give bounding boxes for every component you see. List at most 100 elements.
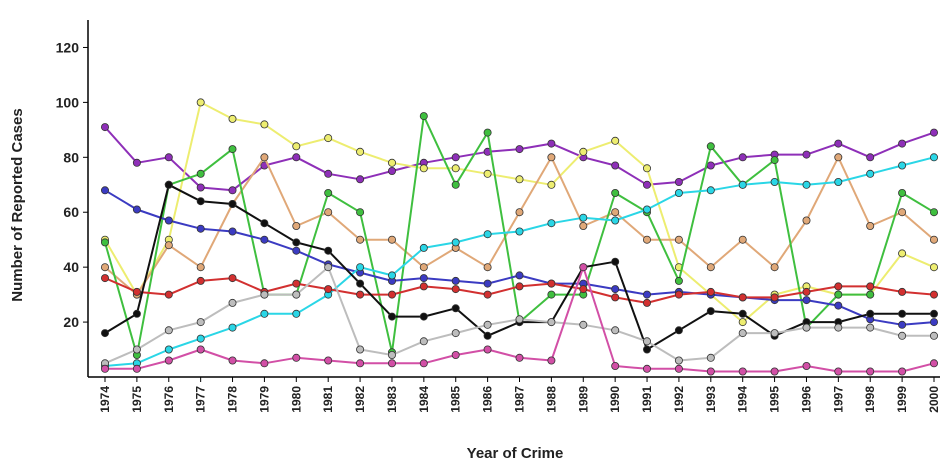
x-tick-label: 1977 xyxy=(194,386,208,413)
series-3 xyxy=(101,153,939,299)
data-point xyxy=(164,180,173,189)
data-point xyxy=(164,345,173,354)
data-point xyxy=(674,356,683,365)
data-point xyxy=(419,359,428,368)
data-point xyxy=(451,285,460,294)
data-point xyxy=(802,323,811,332)
data-point xyxy=(770,177,779,186)
data-point xyxy=(515,175,524,184)
data-point xyxy=(196,98,205,107)
data-point xyxy=(579,221,588,230)
data-point xyxy=(387,271,396,280)
data-point xyxy=(643,235,652,244)
data-point xyxy=(802,296,811,305)
data-point xyxy=(834,153,843,162)
data-point xyxy=(834,323,843,332)
data-point xyxy=(866,367,875,376)
data-point xyxy=(483,320,492,329)
series-7 xyxy=(101,274,939,307)
data-point xyxy=(419,243,428,252)
data-point xyxy=(930,263,939,272)
data-point xyxy=(643,205,652,214)
data-point xyxy=(228,356,237,365)
x-tick-label: 1992 xyxy=(672,386,686,413)
data-point xyxy=(866,169,875,178)
x-axis-label: Year of Crime xyxy=(467,445,564,462)
x-tick-label: 1982 xyxy=(353,386,367,413)
data-point xyxy=(387,312,396,321)
data-point xyxy=(802,216,811,225)
data-point xyxy=(324,356,333,365)
x-tick-label: 1991 xyxy=(640,386,654,413)
data-point xyxy=(132,345,141,354)
data-point xyxy=(515,353,524,362)
y-tick-label: 100 xyxy=(56,94,80,110)
data-point xyxy=(738,329,747,338)
data-point xyxy=(419,274,428,283)
data-point xyxy=(866,221,875,230)
data-point xyxy=(547,219,556,228)
data-point xyxy=(866,290,875,299)
x-tick-label: 1976 xyxy=(162,386,176,413)
series-10 xyxy=(101,263,939,376)
data-point xyxy=(292,153,301,162)
x-tick-label: 1999 xyxy=(895,386,909,413)
data-point xyxy=(164,241,173,250)
x-tick-label: 1997 xyxy=(831,386,845,413)
data-point xyxy=(196,169,205,178)
data-point xyxy=(611,361,620,370)
data-point xyxy=(196,197,205,206)
data-point xyxy=(101,263,110,272)
x-tick-label: 1995 xyxy=(768,386,782,413)
data-point xyxy=(292,309,301,318)
data-point xyxy=(611,161,620,170)
data-point xyxy=(196,224,205,233)
data-point xyxy=(898,309,907,318)
data-point xyxy=(898,331,907,340)
data-point xyxy=(898,367,907,376)
data-point xyxy=(930,331,939,340)
data-point xyxy=(164,326,173,335)
data-point xyxy=(706,161,715,170)
data-point xyxy=(515,145,524,154)
data-point xyxy=(164,356,173,365)
x-tick-label: 1993 xyxy=(704,386,718,413)
data-point xyxy=(706,263,715,272)
data-point xyxy=(930,318,939,327)
x-tick-label: 1996 xyxy=(799,386,813,413)
data-point xyxy=(196,276,205,285)
data-point xyxy=(579,147,588,156)
data-point xyxy=(196,183,205,192)
data-point xyxy=(356,208,365,217)
data-point xyxy=(356,175,365,184)
chart-axes xyxy=(87,20,940,378)
data-point xyxy=(738,367,747,376)
data-point xyxy=(674,364,683,373)
data-point xyxy=(643,164,652,173)
data-point xyxy=(324,263,333,272)
data-point xyxy=(483,230,492,239)
data-point xyxy=(706,353,715,362)
data-point xyxy=(930,359,939,368)
data-point xyxy=(260,290,269,299)
x-tick-label: 1985 xyxy=(449,386,463,413)
data-point xyxy=(515,208,524,217)
data-point xyxy=(228,298,237,307)
data-point xyxy=(611,136,620,145)
data-point xyxy=(292,221,301,230)
data-point xyxy=(898,139,907,148)
data-point xyxy=(483,169,492,178)
data-point xyxy=(643,337,652,346)
data-point xyxy=(643,180,652,189)
data-point xyxy=(387,290,396,299)
data-point xyxy=(196,318,205,327)
data-point xyxy=(515,271,524,280)
data-point xyxy=(164,216,173,225)
data-point xyxy=(547,153,556,162)
data-point xyxy=(483,263,492,272)
data-point xyxy=(770,293,779,302)
data-point xyxy=(164,290,173,299)
data-point xyxy=(451,180,460,189)
data-point xyxy=(292,290,301,299)
